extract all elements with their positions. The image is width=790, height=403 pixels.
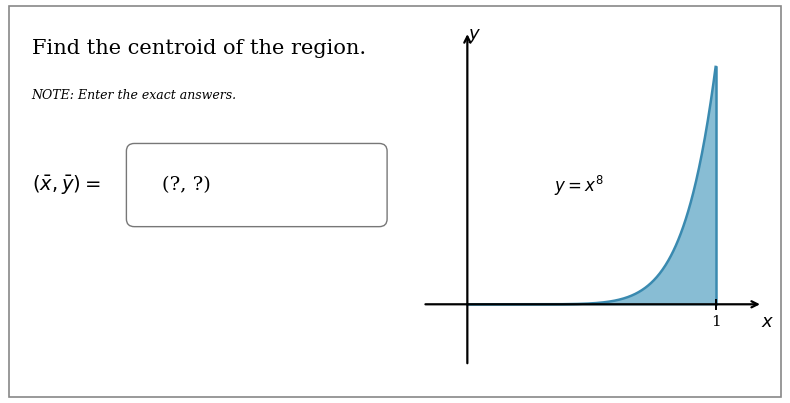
- Text: $(\bar{x}, \bar{y}) =$: $(\bar{x}, \bar{y}) =$: [32, 172, 100, 195]
- Text: $\mathit{x}$: $\mathit{x}$: [761, 313, 774, 331]
- FancyBboxPatch shape: [126, 143, 387, 226]
- Text: $y = x^8$: $y = x^8$: [554, 174, 604, 197]
- Text: 1: 1: [711, 315, 720, 329]
- Text: Find the centroid of the region.: Find the centroid of the region.: [32, 39, 366, 58]
- Text: $\mathit{y}$: $\mathit{y}$: [468, 27, 481, 45]
- Text: NOTE: Enter the exact answers.: NOTE: Enter the exact answers.: [32, 89, 237, 102]
- Text: (?, ?): (?, ?): [162, 176, 211, 194]
